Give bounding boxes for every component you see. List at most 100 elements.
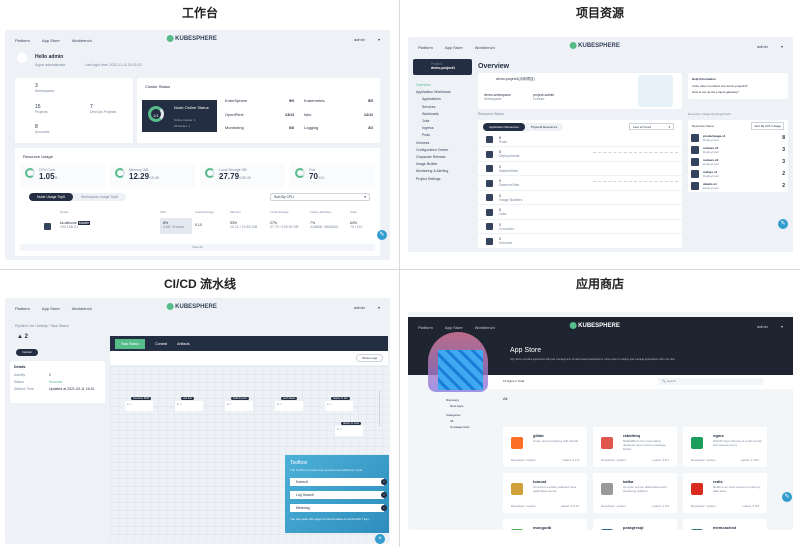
menu-item[interactable]: Project Settings: [416, 176, 441, 181]
user-menu[interactable]: admin ▾: [353, 37, 380, 42]
top-nav: Platform App Store Workbench KUBESPHERE …: [5, 30, 390, 50]
menu-item[interactable]: Application Workloads: [416, 90, 451, 95]
nav-app-store[interactable]: App Store: [41, 305, 60, 311]
category-uncategorized[interactable]: Uncategorized: [450, 425, 470, 429]
toolbox-kubectl[interactable]: Kubectl: [290, 478, 387, 486]
search-input[interactable]: 🔍 Search: [658, 378, 763, 385]
resource-row[interactable]: 0 CronJobs: [478, 220, 682, 234]
menu-item[interactable]: Overview: [416, 83, 431, 87]
nav-app-store[interactable]: App Store: [444, 44, 463, 50]
tab-task-status[interactable]: Task Status: [115, 338, 146, 349]
nav-platform[interactable]: Platform: [15, 37, 30, 43]
resource-row[interactable]: 0 DaemonSets: [478, 177, 682, 191]
menu-item[interactable]: Configuration Center: [416, 147, 449, 152]
app-card[interactable]: postgresqlPostgreSQL is a powerful, open…: [593, 519, 677, 530]
project-selector[interactable]: Project demo-project1: [413, 59, 472, 75]
menu-item[interactable]: Pods: [422, 133, 430, 138]
page-title: App Store: [510, 347, 542, 354]
resource-row[interactable]: 0 StatefulSets: [478, 162, 682, 176]
tab-app-resources[interactable]: Application Resources: [483, 123, 525, 131]
app-card[interactable]: rabbitmq RabbitMQ is the most widely depl…: [593, 427, 677, 467]
pipeline-stage[interactable]: checkout SCM ● ✓: [125, 397, 153, 411]
nav-platform[interactable]: Platform: [418, 324, 433, 330]
nav-platform[interactable]: Platform: [418, 44, 433, 50]
menu-item[interactable]: Volumes: [416, 140, 430, 145]
category-all[interactable]: All: [450, 419, 454, 423]
filter-bar: 13 Apps in Total 🔍 Search: [488, 375, 793, 389]
menu-item[interactable]: Services: [422, 104, 436, 109]
nav-app-store[interactable]: App Store: [41, 37, 60, 43]
appstore-screenshot: Platform App Store Workbench KUBESPHERE …: [408, 312, 793, 530]
table-row[interactable]: ks-allinone Master 192.168.0.2 8% 0.65 / 8…: [30, 218, 375, 236]
app-card[interactable]: kafka An open source distributed event st…: [593, 473, 677, 513]
toolbox-metering[interactable]: Metering: [290, 504, 387, 512]
resource-icon: [486, 136, 493, 143]
ranking-row[interactable]: reviews-v3 Deployment 3: [691, 156, 785, 167]
resource-row[interactable]: 0 Jobs: [478, 206, 682, 220]
pipeline-stage[interactable]: deploy to dev ● ✓: [325, 397, 353, 411]
app-card[interactable]: redis Redis is an open source in-memory d…: [683, 473, 767, 513]
resource-row[interactable]: 8 Pods: [478, 133, 682, 147]
sort-select[interactable]: Sort By CPU ▾: [270, 193, 370, 201]
toolbox-button[interactable]: ✎: [782, 492, 792, 502]
toolbox-button[interactable]: ✎: [377, 230, 387, 240]
pipeline-stage[interactable]: build & push ● ✓: [225, 397, 253, 411]
resource-tabs: Application Resources Physical Resources: [483, 123, 564, 131]
user-menu[interactable]: admin ▾: [756, 44, 783, 49]
pipeline-stage[interactable]: deploy to prod ● ✓: [335, 422, 363, 436]
menu-item[interactable]: Jobs: [422, 119, 430, 124]
app-card[interactable]: memcachedFree & open source, high-perfor…: [683, 519, 767, 530]
close-toolbox-button[interactable]: ×: [375, 534, 385, 544]
nav-workbench[interactable]: Workbench: [474, 324, 495, 330]
ranking-sort-select[interactable]: Sort By CPU Usage: [751, 122, 784, 130]
time-range-select[interactable]: Last 12 hours ▾: [629, 123, 674, 130]
show-logs-button[interactable]: Show Logs: [356, 354, 383, 362]
nav-platform[interactable]: Platform: [15, 305, 30, 311]
toolbox-log-search[interactable]: Log Search: [290, 491, 387, 499]
pipeline-stage[interactable]: push latest ● ✓: [275, 397, 303, 411]
nav-app-store[interactable]: App Store: [444, 324, 463, 330]
view-all-button[interactable]: View All: [20, 244, 375, 251]
tab-commit[interactable]: Commit: [155, 341, 168, 346]
menu-item[interactable]: Ingress: [422, 126, 434, 131]
tab-artifacts[interactable]: Artifacts: [177, 341, 190, 346]
menu-item[interactable]: Monitoring & Alerting: [416, 169, 449, 174]
help-card: Help Information Invite other members in…: [688, 73, 788, 99]
help-link[interactable]: Invite other members into demo-project1?: [692, 84, 748, 88]
user-menu[interactable]: admin ▾: [756, 324, 783, 329]
help-link[interactable]: How to set up the project gateway?: [692, 90, 739, 94]
tab-physical-resources[interactable]: Physical Resources: [530, 125, 558, 129]
resource-row[interactable]: 6 Deployments: [478, 148, 682, 162]
category-new-apps[interactable]: New Apps: [450, 404, 464, 408]
menu-item[interactable]: Image Builder: [416, 162, 438, 167]
ranking-row[interactable]: productpage-v1 Deployment 8: [691, 132, 785, 143]
component: OpenPitrix 13/13: [225, 111, 294, 117]
pipeline-stage[interactable]: unit test ● ✓: [175, 397, 203, 411]
resource-row[interactable]: 0 Volumes: [478, 235, 682, 248]
component: Logging 3/3: [304, 125, 373, 131]
ranking-row[interactable]: details-v1 Deployment 2: [691, 180, 785, 191]
nav-workbench[interactable]: Workbench: [71, 37, 92, 43]
tab-workspace-usage[interactable]: Workspace Usage Top5: [80, 195, 118, 199]
tab-node-usage[interactable]: Node Usage Top5: [29, 193, 73, 201]
user-menu[interactable]: admin ▾: [353, 305, 380, 310]
menu-item[interactable]: Workloads: [422, 111, 439, 116]
nav-workbench[interactable]: Workbench: [474, 44, 495, 50]
zoom-slider[interactable]: [379, 391, 380, 426]
resource-row[interactable]: 0 Image Builders: [478, 191, 682, 205]
usage-stats: CPU Core 1.05/8 Memory GiB 12.29/15.48 Loc…: [20, 163, 375, 187]
menu-item[interactable]: Applications: [422, 97, 441, 102]
app-card[interactable]: tomcat Tomcat is a widely adopted Java ap…: [503, 473, 587, 513]
ranking-row[interactable]: ratings-v1 Deployment 2: [691, 168, 785, 179]
breadcrumb[interactable]: Pipeline List / Activity / Task Status: [15, 324, 69, 328]
ranking-row[interactable]: reviews-v2 Deployment 3: [691, 144, 785, 155]
app-card[interactable]: gitlab Code, test and deploy with GitLab.…: [503, 427, 587, 467]
nav-workbench[interactable]: Workbench: [71, 305, 92, 311]
app-card[interactable]: mongodbMongoDB is a general purpose docu…: [503, 519, 587, 530]
toolbox-button[interactable]: ✎: [778, 219, 788, 229]
app-card[interactable]: nginx NGINX Open Source is a web server a…: [683, 427, 767, 467]
cancel-button[interactable]: Cancel: [16, 349, 38, 356]
menu-item[interactable]: Grayscale Release: [416, 155, 446, 160]
usage-tabs: Node Usage Top5 Workspace Usage Top5: [29, 193, 126, 201]
title-workbench: 工作台: [181, 6, 218, 20]
